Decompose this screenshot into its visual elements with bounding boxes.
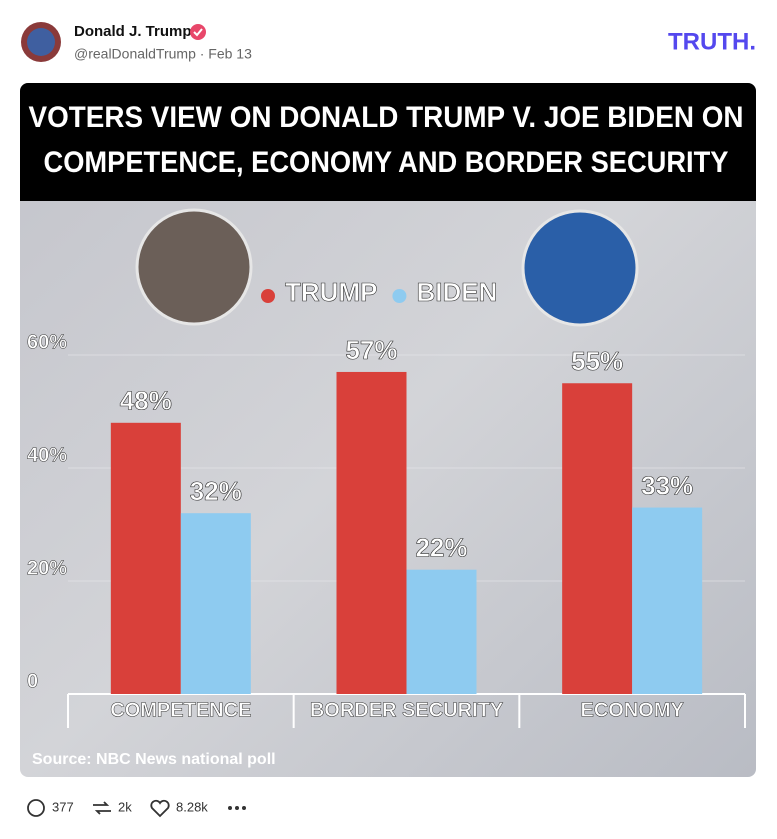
legend-marker (261, 289, 275, 303)
avatar-inner (27, 28, 55, 56)
value-label: 32% (190, 476, 242, 506)
y-tick-label: 0 (27, 670, 38, 692)
chart-title: VOTERS VIEW ON DONALD TRUMP V. JOE BIDEN… (29, 101, 744, 134)
chart-title: COMPETENCE, ECONOMY AND BORDER SECURITY (44, 146, 729, 179)
x-tick-label: ECONOMY (580, 699, 684, 721)
reply-count: 377 (52, 799, 74, 814)
bar (110, 422, 181, 694)
legend-label: BIDEN (416, 277, 497, 307)
value-label: 33% (641, 470, 693, 500)
biden-photo (521, 209, 639, 327)
handle-date[interactable]: @realDonaldTrump · Feb 13 (74, 46, 252, 62)
value-label: 22% (415, 533, 467, 563)
value-label: 48% (120, 386, 172, 416)
verified-badge (190, 24, 206, 40)
y-tick-label: 40% (27, 444, 67, 466)
value-label: 57% (345, 335, 397, 365)
bar (336, 371, 407, 694)
author-name[interactable]: Donald J. Trump (74, 23, 192, 40)
reply-icon[interactable] (27, 799, 45, 817)
value-label: 55% (571, 346, 623, 376)
repost-count: 2k (118, 799, 132, 814)
bar (180, 513, 251, 694)
like-icon[interactable] (150, 799, 170, 818)
verified-check (193, 28, 203, 37)
chart-source: Source: NBC News national poll (32, 751, 276, 768)
trump-photo (135, 208, 253, 326)
repost-icon[interactable] (93, 801, 111, 815)
y-tick-label: 20% (27, 557, 67, 579)
like-count: 8.28k (176, 799, 208, 814)
x-tick-label: COMPETENCE (110, 699, 251, 721)
bar (562, 383, 633, 694)
logo[interactable]: TRUTH. (668, 28, 756, 55)
more-icon[interactable] (228, 806, 246, 810)
title-band (20, 83, 756, 201)
x-tick-label: BORDER SECURITY (310, 699, 504, 721)
legend-marker (392, 289, 407, 303)
bar (632, 507, 703, 694)
legend-label: TRUMP (285, 277, 377, 307)
bar (406, 569, 477, 694)
y-tick-label: 60% (27, 331, 67, 353)
action-icons (27, 799, 170, 818)
